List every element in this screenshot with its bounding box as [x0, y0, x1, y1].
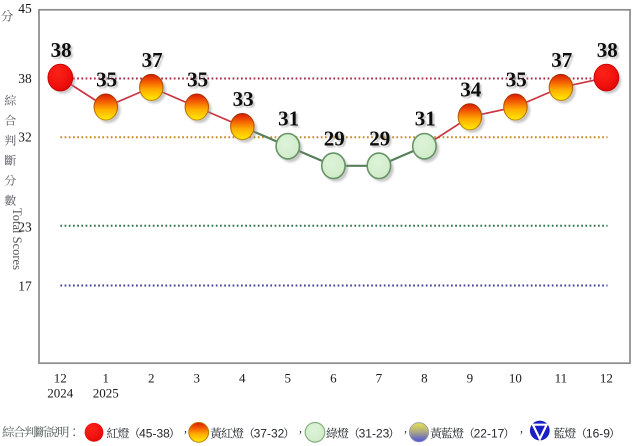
svg-text:12: 12: [54, 371, 67, 386]
svg-text:22-17: 22-17: [474, 426, 505, 440]
svg-text:2024: 2024: [47, 386, 74, 401]
svg-text:37: 37: [553, 50, 574, 74]
svg-text:16-9: 16-9: [586, 426, 610, 440]
svg-text:9: 9: [467, 371, 474, 386]
svg-text:3: 3: [194, 371, 201, 386]
svg-text:34: 34: [462, 79, 484, 103]
svg-text:38: 38: [53, 40, 74, 64]
svg-text:29: 29: [324, 126, 345, 150]
svg-text:38: 38: [599, 40, 620, 64]
svg-text:29: 29: [369, 126, 390, 150]
svg-text:31-23: 31-23: [359, 426, 390, 440]
svg-text:31: 31: [280, 109, 301, 133]
svg-text:35: 35: [189, 70, 210, 94]
svg-text:37: 37: [551, 48, 572, 72]
svg-text:38: 38: [18, 71, 32, 86]
svg-text:12: 12: [600, 371, 613, 386]
svg-text:10: 10: [509, 371, 522, 386]
svg-text:35: 35: [508, 70, 529, 94]
svg-text:4: 4: [239, 371, 246, 386]
svg-text:11: 11: [555, 371, 568, 386]
svg-text:37-32: 37-32: [254, 426, 285, 440]
svg-text:29: 29: [371, 128, 392, 152]
svg-text:17: 17: [18, 279, 32, 294]
svg-text:31: 31: [278, 107, 299, 131]
svg-text:45: 45: [18, 1, 32, 16]
svg-text:32: 32: [18, 130, 32, 145]
svg-text:38: 38: [597, 38, 618, 62]
svg-text:35: 35: [96, 68, 117, 92]
svg-text:2: 2: [148, 371, 155, 386]
svg-text:1: 1: [103, 371, 110, 386]
svg-text:2025: 2025: [93, 386, 119, 401]
svg-text:7: 7: [376, 371, 383, 386]
svg-text:8: 8: [421, 371, 428, 386]
svg-text:37: 37: [144, 50, 165, 74]
svg-text:Total Scores: Total Scores: [10, 208, 24, 270]
svg-text:45-38: 45-38: [139, 426, 170, 440]
svg-text:33: 33: [235, 89, 256, 113]
svg-text:35: 35: [187, 68, 208, 92]
svg-text:31: 31: [417, 109, 438, 133]
svg-text:35: 35: [98, 70, 119, 94]
svg-text:35: 35: [506, 68, 527, 92]
svg-text:31: 31: [415, 107, 436, 131]
svg-text:29: 29: [326, 128, 347, 152]
svg-text:37: 37: [142, 48, 163, 72]
svg-text:5: 5: [285, 371, 292, 386]
svg-text:23: 23: [18, 220, 32, 235]
svg-text:38: 38: [51, 38, 72, 62]
svg-text:33: 33: [233, 87, 254, 111]
svg-text:6: 6: [330, 371, 337, 386]
svg-text:34: 34: [460, 77, 482, 101]
